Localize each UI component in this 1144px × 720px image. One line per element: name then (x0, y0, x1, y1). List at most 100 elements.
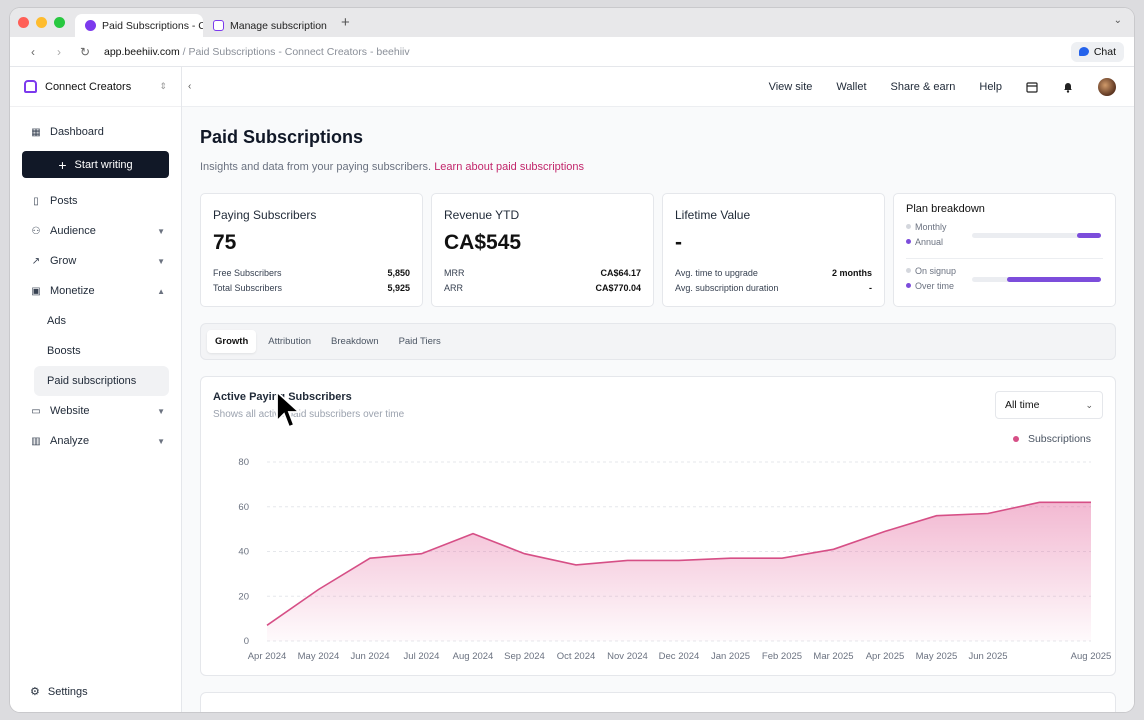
y-tick-label: 40 (238, 547, 249, 558)
zoom-window-button[interactable] (54, 17, 65, 28)
mouse-cursor-icon (276, 391, 302, 429)
url-field[interactable]: app.beehiiv.com / Paid Subscriptions - C… (104, 46, 410, 58)
x-tick-label: May 2024 (298, 651, 340, 662)
gear-icon: ⚙ (30, 686, 40, 698)
x-tick-label: Mar 2025 (813, 651, 853, 662)
chart-subtitle: Shows all active paid subscribers over t… (213, 409, 405, 420)
sidebar-item-ads[interactable]: Ads (22, 306, 169, 336)
tab-list-chevron-icon[interactable]: ⌄ (1113, 15, 1122, 26)
plan-group-interval: Monthly Annual (906, 220, 1103, 250)
y-tick-label: 0 (244, 636, 249, 647)
chat-label: Chat (1093, 45, 1116, 58)
stat-label: Lifetime Value (675, 208, 751, 222)
monitor-icon: ▭ (31, 405, 41, 417)
legend-label: Subscriptions (1027, 433, 1091, 445)
stat-row-label: MRR (444, 268, 465, 278)
x-tick-label: Jun 2024 (350, 651, 389, 662)
sidebar-item-audience[interactable]: ⚇ Audience ▼ (22, 216, 169, 246)
x-tick-label: Jun 2025 (968, 651, 1007, 662)
trend-icon: ↗ (31, 255, 41, 267)
share-earn-link[interactable]: Share & earn (890, 80, 956, 93)
tab-growth[interactable]: Growth (207, 330, 257, 353)
time-range-select[interactable]: All time ⌄ (995, 391, 1103, 419)
stats-row: Paying Subscribers 75 Free Subscribers 5,… (200, 193, 1116, 307)
wallet-link[interactable]: Wallet (836, 80, 867, 93)
main-content: ‹ View site Wallet Share & earn Help Pai… (182, 67, 1134, 712)
updown-chevron-icon: ⇕ (159, 81, 167, 91)
sidebar-item-boosts[interactable]: Boosts (22, 336, 169, 366)
sidebar-item-label: Analyze (50, 435, 90, 447)
back-arrow-icon[interactable]: ‹ (31, 44, 35, 59)
start-writing-label: Start writing (74, 158, 133, 171)
reload-icon[interactable]: ↻ (79, 44, 91, 59)
forward-arrow-icon[interactable]: › (57, 44, 61, 59)
tab-paid-tiers[interactable]: Paid Tiers (398, 336, 441, 347)
start-writing-button[interactable]: + Start writing (22, 151, 169, 178)
sidebar-item-analyze[interactable]: ▥ Analyze ▼ (22, 426, 169, 456)
learn-paid-subscriptions-link[interactable]: Learn about paid subscriptions (434, 161, 585, 173)
chevron-down-icon: ▼ (157, 406, 165, 416)
plan-title: Plan breakdown (906, 203, 985, 215)
avatar[interactable] (1098, 77, 1116, 96)
calendar-icon[interactable] (1026, 81, 1038, 93)
sidebar-item-website[interactable]: ▭ Website ▼ (22, 396, 169, 426)
stat-row-value: 5,850 (387, 268, 410, 278)
close-window-button[interactable] (18, 17, 29, 28)
y-tick-label: 20 (238, 591, 249, 602)
sidebar-item-settings[interactable]: ⚙ Settings (30, 685, 88, 699)
stat-row-label: Free Subscribers (213, 268, 282, 278)
sidebar-item-posts[interactable]: ▯ Posts (22, 186, 169, 216)
stat-row: ARR CA$770.04 (444, 283, 641, 298)
page-subtitle-text: Insights and data from your paying subsc… (200, 161, 432, 173)
window-controls (18, 17, 65, 28)
analytics-tabs: Growth Attribution Breakdown Paid Tiers (200, 323, 1116, 360)
tab-breakdown[interactable]: Breakdown (331, 336, 379, 347)
monetize-icon: ▣ (31, 285, 41, 297)
new-tab-plus-icon[interactable]: + (341, 14, 350, 31)
view-site-link[interactable]: View site (768, 80, 813, 93)
over-time-dot-icon (906, 283, 911, 288)
browser-window: Paid Subscriptions - C Manage subscripti… (10, 8, 1134, 712)
top-links: View site Wallet Share & earn Help (768, 77, 1116, 96)
stat-row-value: 5,925 (387, 283, 410, 293)
sidebar-nav: ▦ Dashboard + Start writing ▯ Posts ⚇ Au… (10, 107, 181, 456)
chat-button[interactable]: Chat (1070, 41, 1124, 62)
url-host: app.beehiiv.com (104, 45, 180, 58)
stat-row: Avg. subscription duration - (675, 283, 872, 298)
x-tick-label: Jan 2025 (711, 651, 750, 662)
plus-icon: + (58, 156, 67, 173)
stat-row-label: Avg. time to upgrade (675, 268, 758, 278)
browser-tab-manage-subscription[interactable]: Manage subscription (203, 14, 331, 37)
plan-legend-label: On signup (915, 266, 957, 276)
plan-bar-fill (1006, 276, 1101, 282)
next-card (200, 692, 1116, 712)
y-tick-label: 60 (238, 502, 249, 513)
collapse-sidebar-chevron-icon[interactable]: ‹ (188, 81, 192, 92)
sidebar-item-dashboard[interactable]: ▦ Dashboard (22, 117, 169, 147)
sidebar-item-monetize[interactable]: ▣ Monetize ▲ (22, 276, 169, 306)
browser-tab-paid-subscriptions[interactable]: Paid Subscriptions - C (75, 14, 203, 37)
sidebar-item-label: Paid subscriptions (47, 375, 137, 387)
plan-legend-label: Monthly (915, 222, 947, 232)
plan-breakdown-card: Plan breakdown Monthly Annual On signup (893, 193, 1116, 307)
stat-row: Free Subscribers 5,850 (213, 268, 410, 283)
stat-row: MRR CA$64.17 (444, 268, 641, 283)
bell-icon[interactable] (1062, 81, 1074, 93)
annual-dot-icon (906, 239, 911, 244)
minimize-window-button[interactable] (36, 17, 47, 28)
address-bar: ‹ › ↻ app.beehiiv.com / Paid Subscriptio… (10, 37, 1134, 67)
beehiiv-favicon-icon (85, 20, 96, 31)
x-tick-label: Aug 2024 (453, 651, 494, 662)
help-link[interactable]: Help (979, 80, 1002, 93)
monthly-dot-icon (906, 224, 911, 229)
sidebar-item-grow[interactable]: ↗ Grow ▼ (22, 246, 169, 276)
stat-value: CA$545 (444, 231, 522, 254)
x-tick-label: Dec 2024 (659, 651, 700, 662)
stat-card-paying-subscribers: Paying Subscribers 75 Free Subscribers 5,… (200, 193, 423, 307)
workspace-switcher[interactable]: Connect Creators ⇕ (10, 67, 181, 107)
sidebar-item-label: Grow (50, 255, 77, 267)
sidebar-item-label: Settings (47, 685, 88, 698)
stat-row-value: 2 months (831, 268, 872, 278)
sidebar-item-paid-subscriptions[interactable]: Paid subscriptions (34, 366, 169, 396)
tab-attribution[interactable]: Attribution (268, 336, 312, 347)
